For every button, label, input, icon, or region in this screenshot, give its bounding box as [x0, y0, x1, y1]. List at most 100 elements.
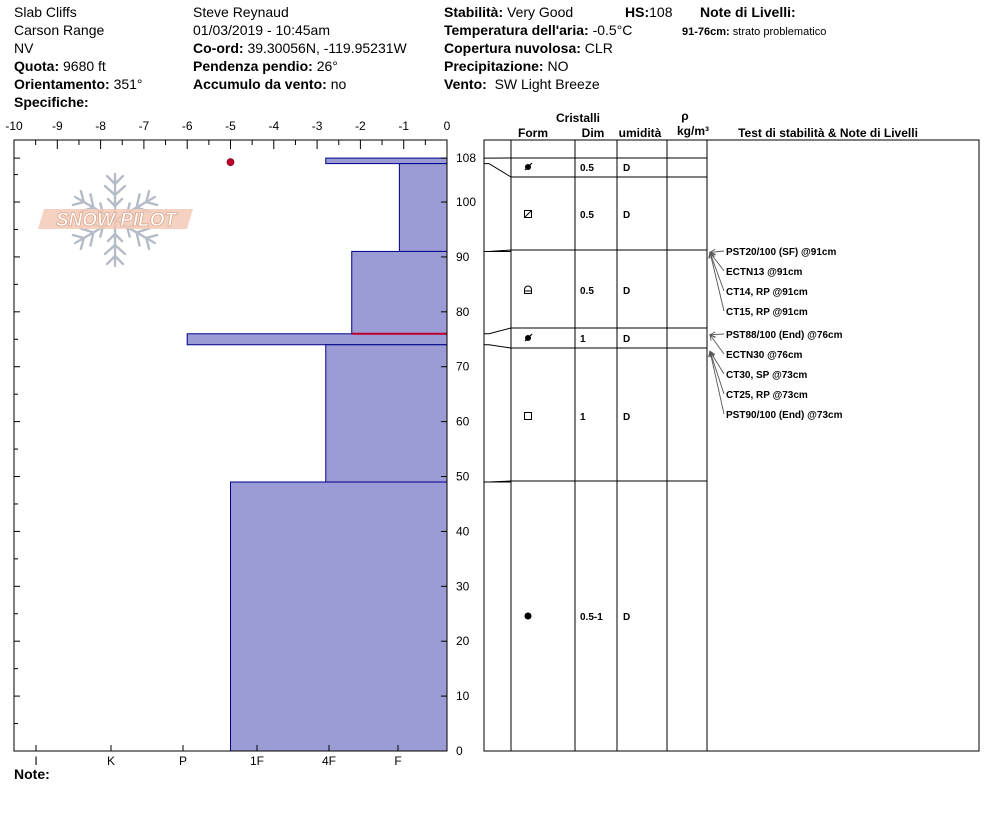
layer-connector — [484, 163, 512, 178]
glyph-diag — [524, 210, 532, 218]
glyph-box — [524, 210, 532, 218]
crystal-form-rounded-icon — [524, 612, 532, 620]
hardness-layer — [186, 333, 448, 346]
glyph-dot — [524, 612, 532, 620]
elevation: Quota: 9680 ft — [14, 58, 106, 74]
temp-tick-label: -6 — [182, 119, 193, 133]
crystal-form-precip-particles-icon — [524, 333, 533, 342]
coordinates: Co-ord: 39.30056N, -119.95231W — [193, 40, 407, 56]
layer-connector — [484, 344, 512, 349]
hardness-label: I — [34, 754, 37, 768]
depth-tick-label: 70 — [456, 360, 470, 374]
right-table-frame — [483, 139, 980, 752]
test-pointer-line — [709, 250, 725, 253]
hardness-label: K — [107, 754, 115, 768]
temp-tick-label: -2 — [355, 119, 366, 133]
glyph-box — [524, 412, 532, 420]
temp-tick-label: -5 — [225, 119, 236, 133]
cloud-cover: Copertura nuvolosa: CLR — [444, 40, 613, 56]
stability-test: PST88/100 (End) @76cm — [726, 330, 843, 341]
moisture-value: D — [623, 612, 630, 623]
depth-tick-label: 50 — [456, 470, 470, 484]
depth-tick-label: 0 — [456, 744, 463, 758]
state-name: NV — [14, 40, 34, 56]
grain-size-value: 0.5-1 — [580, 612, 603, 623]
glyph-stroke — [524, 162, 533, 171]
depth-tick-label: 100 — [456, 195, 476, 209]
specifics: Specifiche: — [14, 94, 89, 110]
crystal-form-decomposing-icon — [524, 210, 532, 218]
header-form: Form — [518, 126, 548, 140]
moisture-value: D — [623, 286, 630, 297]
grain-size-value: 0.5 — [580, 286, 594, 297]
air-temperature: Temperatura dell'aria: -0.5°C — [444, 22, 633, 38]
layer-note: 91-76cm: strato problematico — [682, 26, 827, 38]
hardness-layer — [230, 481, 448, 752]
hardness-layer — [325, 157, 448, 165]
slope-angle: Pendenza pendio: 26° — [193, 58, 338, 74]
glyph-stroke — [524, 333, 533, 342]
header-moisture: umidità — [619, 126, 662, 140]
temp-tick-label: -8 — [95, 119, 106, 133]
grain-size-value: 1 — [580, 412, 586, 423]
hardness-layer — [325, 344, 448, 483]
header-size: Dim — [582, 126, 605, 140]
hardness-label: F — [394, 754, 401, 768]
layer-notes-title: Note di Livelli: — [700, 4, 796, 20]
depth-tick-label: 90 — [456, 250, 470, 264]
stability-test: CT15, RP @91cm — [726, 307, 808, 318]
header-tests: Test di stabilità & Note di Livelli — [738, 126, 918, 140]
temp-tick-label: -10 — [5, 119, 23, 133]
test-pointer-line — [709, 252, 725, 292]
stability-test: ECTN30 @76cm — [726, 350, 803, 361]
grain-size-value: 0.5 — [580, 163, 594, 174]
test-pointer-arrowhead — [708, 251, 715, 259]
moisture-value: D — [623, 210, 630, 221]
datetime: 01/03/2019 - 10:45am — [193, 22, 330, 38]
stability-test: PST20/100 (SF) @91cm — [726, 247, 836, 258]
temp-tick-label: -4 — [268, 119, 279, 133]
test-pointer-arrowhead — [709, 333, 716, 341]
test-pointer-line — [709, 351, 725, 395]
test-pointer-line — [709, 252, 725, 312]
moisture-value: D — [623, 163, 630, 174]
hardness-label: P — [179, 754, 187, 768]
snowpilot-logo: SNOW PILOT — [38, 172, 193, 268]
hardness-label: 4F — [322, 754, 336, 768]
hardness-label: 1F — [250, 754, 264, 768]
depth-tick-label: 108 — [456, 151, 476, 165]
depth-tick-label: 20 — [456, 634, 470, 648]
crystal-form-precip-particles-icon — [524, 162, 533, 171]
grain-size-value: 1 — [580, 334, 586, 345]
wind-loading: Accumulo da vento: no — [193, 76, 347, 92]
temp-tick-label: 0 — [444, 119, 451, 133]
range-name: Carson Range — [14, 22, 105, 38]
glyph-arch — [524, 285, 532, 294]
aspect: Orientamento: 351° — [14, 76, 143, 92]
logo-text: SNOW PILOT — [56, 210, 178, 231]
location-name: Slab Cliffs — [14, 4, 77, 20]
snow-height: HS:108 — [625, 4, 673, 20]
crystal-form-faceted-rounded-icon — [524, 285, 532, 294]
test-pointer-line — [709, 351, 725, 375]
hardness-layer — [398, 163, 448, 252]
test-pointer-line — [709, 333, 725, 336]
stability-test: CT25, RP @73cm — [726, 390, 808, 401]
temp-tick-label: -3 — [312, 119, 323, 133]
moisture-value: D — [623, 334, 630, 345]
precipitation: Precipitazione: NO — [444, 58, 569, 74]
depth-tick-label: 10 — [456, 689, 470, 703]
moisture-value: D — [623, 412, 630, 423]
wind: Vento: SW Light Breeze — [444, 76, 600, 92]
temp-tick-label: -7 — [139, 119, 150, 133]
temp-tick-label: -1 — [398, 119, 409, 133]
header-density: kg/m³ — [677, 124, 709, 138]
test-pointer-line — [709, 351, 725, 415]
temperature-point — [226, 158, 235, 167]
temp-tick-label: -9 — [52, 119, 63, 133]
test-pointer-line — [709, 334, 725, 355]
depth-tick-label: 60 — [456, 415, 470, 429]
layer-connector — [484, 327, 512, 335]
stability-test: CT30, SP @73cm — [726, 370, 807, 381]
